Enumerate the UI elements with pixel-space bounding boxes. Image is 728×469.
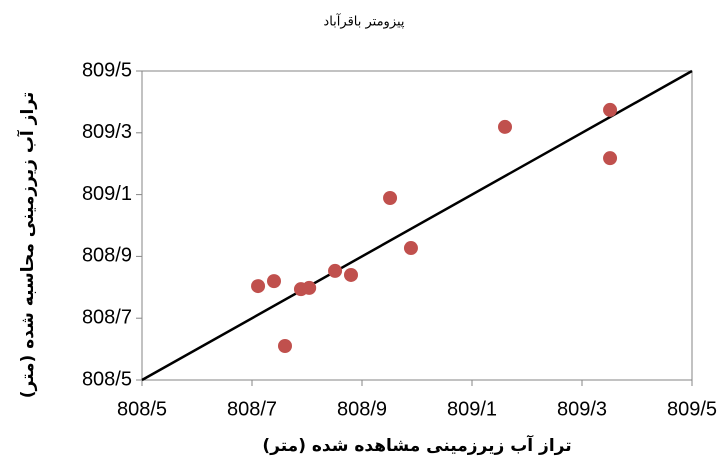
- chart-title: پیزومتر باقرآباد: [323, 13, 405, 30]
- point: [498, 119, 512, 134]
- y-tick-label: 809/5: [82, 59, 132, 81]
- point: [603, 151, 618, 166]
- identity-line: [141, 69, 693, 382]
- y-tick-label: 809/3: [82, 121, 132, 143]
- point: [251, 279, 266, 294]
- x-tick-label: 808/7: [227, 398, 277, 420]
- plot-area: [141, 70, 693, 381]
- point: [603, 102, 618, 117]
- y-tick-label: 809/1: [82, 183, 132, 205]
- x-tick-label: 809/5: [667, 398, 717, 420]
- x-tick-label: 808/5: [117, 398, 167, 420]
- x-tick-label: 809/1: [447, 398, 497, 420]
- point: [302, 280, 317, 295]
- point: [328, 263, 343, 278]
- point: [278, 339, 292, 354]
- x-tick-label: 808/9: [337, 398, 387, 420]
- y-tick-label: 808/9: [82, 245, 132, 267]
- x-tick-label: 809/3: [557, 398, 607, 420]
- y-tick-label: 808/7: [82, 306, 132, 328]
- y-axis-label: تراز آب زیرزمینی محاسبه شده (متر): [16, 92, 38, 399]
- point: [403, 241, 418, 256]
- x-axis-label: تراز آب زیرزمینی مشاهده شده (متر): [262, 434, 571, 456]
- point: [344, 267, 358, 282]
- point: [383, 190, 398, 205]
- y-tick-label: 808/5: [82, 368, 132, 390]
- point: [267, 274, 281, 289]
